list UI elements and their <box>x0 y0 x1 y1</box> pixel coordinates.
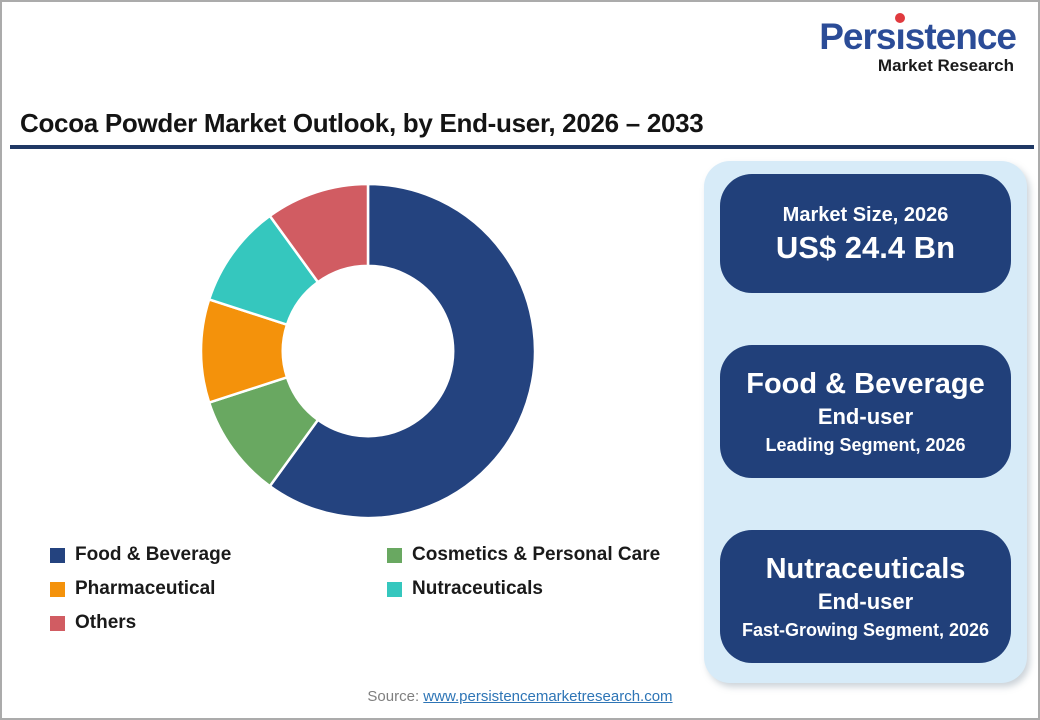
footer-source: Source: www.persistencemarketresearch.co… <box>2 688 1038 705</box>
card-leading-segment: Food & Beverage End-user Leading Segment… <box>720 345 1011 478</box>
leading-segment-dimension: End-user <box>817 403 914 429</box>
source-link[interactable]: www.persistencemarketresearch.com <box>423 688 673 705</box>
legend-item-food-beverage: Food & Beverage <box>50 543 387 567</box>
leading-segment-caption: Leading Segment, 2026 <box>765 434 966 455</box>
market-size-value: US$ 24.4 Bn <box>775 229 956 265</box>
legend-swatch-cosmetics-personal-care <box>387 547 402 563</box>
legend-label: Others <box>75 612 137 633</box>
legend-item-nutraceuticals: Nutraceuticals <box>387 577 660 601</box>
brand-logo-subtitle: Market Research <box>877 56 1014 75</box>
leading-segment-name: Food & Beverage <box>746 367 985 400</box>
page-title: Cocoa Powder Market Outlook, by End-user… <box>20 108 704 138</box>
legend-label: Cosmetics & Personal Care <box>412 544 661 565</box>
legend-label: Food & Beverage <box>75 544 232 565</box>
logo-dot-icon <box>895 13 906 24</box>
brand-logo: Persı stence Market Research <box>819 13 1017 76</box>
legend-swatch-pharmaceutical <box>50 581 65 597</box>
fast-growing-segment-name: Nutraceuticals <box>765 552 966 585</box>
brand-logo-name: Persı stence <box>819 13 1017 55</box>
source-label: Source: <box>367 688 420 705</box>
donut-segment-others <box>268 182 370 284</box>
stats-panel: Market Size, 2026 US$ 24.4 Bn Food & Bev… <box>704 161 1027 683</box>
legend-swatch-nutraceuticals <box>387 581 402 597</box>
donut-chart <box>199 182 537 520</box>
legend-label: Nutraceuticals <box>412 578 543 599</box>
title-underline <box>10 145 1034 149</box>
card-fast-growing-segment: Nutraceuticals End-user Fast-Growing Seg… <box>720 530 1011 663</box>
legend-swatch-food-beverage <box>50 547 65 563</box>
donut-segment-food-beverage <box>268 182 537 520</box>
legend-item-cosmetics-personal-care: Cosmetics & Personal Care <box>387 543 660 567</box>
legend-label: Pharmaceutical <box>75 578 216 599</box>
legend-item-pharmaceutical: Pharmaceutical <box>50 577 387 601</box>
legend-item-others: Others <box>50 611 387 635</box>
legend-swatch-others <box>50 615 65 631</box>
chart-legend: Food & Beverage Cosmetics & Personal Car… <box>50 543 660 635</box>
card-market-size: Market Size, 2026 US$ 24.4 Bn <box>720 174 1011 293</box>
market-size-label: Market Size, 2026 <box>782 203 949 226</box>
fast-growing-segment-dimension: End-user <box>817 588 914 614</box>
fast-growing-segment-caption: Fast-Growing Segment, 2026 <box>741 619 990 640</box>
